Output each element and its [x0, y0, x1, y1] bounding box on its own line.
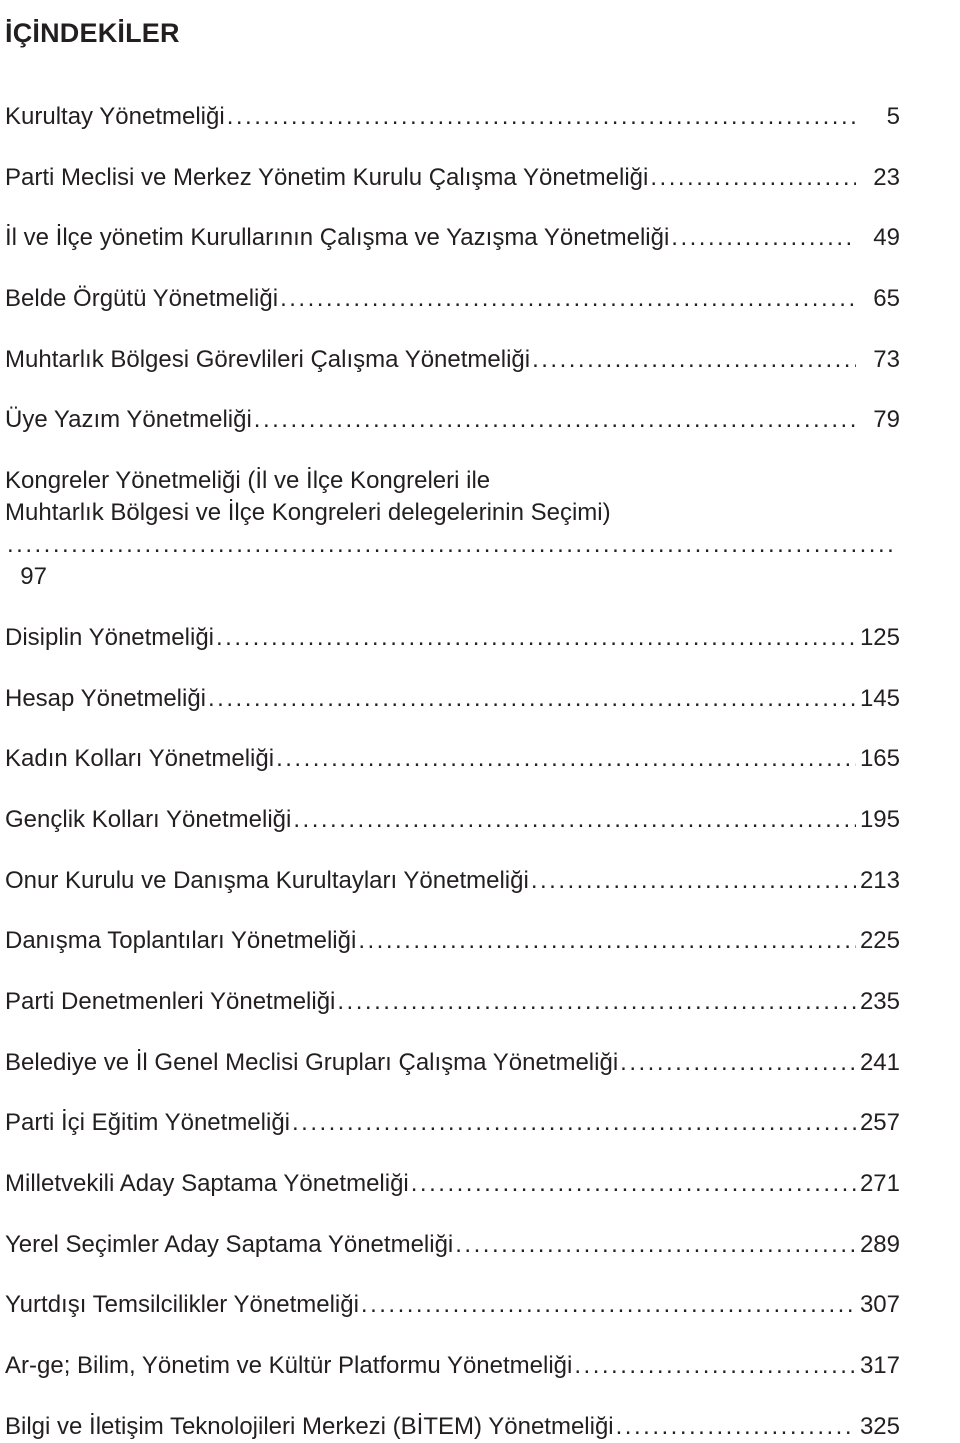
- toc-entry-page: 271: [858, 1168, 900, 1200]
- toc-leader-dots: [276, 743, 856, 775]
- toc-entry-page: 73: [858, 344, 900, 376]
- toc-leader-dots: [7, 529, 898, 561]
- toc-entry-page: 79: [858, 404, 900, 436]
- toc-entry-page: 257: [858, 1107, 900, 1139]
- toc-entry: Hesap Yönetmeliği 145: [5, 683, 900, 715]
- toc-entry-label: Bilgi ve İletişim Teknolojileri Merkezi …: [5, 1411, 614, 1443]
- toc-entry-label: Ar-ge; Bilim, Yönetim ve Kültür Platform…: [5, 1350, 572, 1382]
- toc-leader-dots: [620, 1047, 856, 1079]
- toc-entry-label: Hesap Yönetmeliği: [5, 683, 206, 715]
- toc-entry-page: 49: [858, 222, 900, 254]
- toc-entry: Parti Meclisi ve Merkez Yönetim Kurulu Ç…: [5, 162, 900, 194]
- toc-entry-page: 325: [858, 1411, 900, 1443]
- toc-entry: Danışma Toplantıları Yönetmeliği 225: [5, 925, 900, 957]
- toc-entry: Belediye ve İl Genel Meclisi Grupları Ça…: [5, 1047, 900, 1079]
- toc-entry-page: 241: [858, 1047, 900, 1079]
- toc-leader-dots: [361, 1289, 856, 1321]
- toc-entry: Kadın Kolları Yönetmeliği 165: [5, 743, 900, 775]
- toc-entry-page: 165: [858, 743, 900, 775]
- toc-entry-label: Üye Yazım Yönetmeliği: [5, 404, 252, 436]
- toc-entry-label: Milletvekili Aday Saptama Yönetmeliği: [5, 1168, 409, 1200]
- toc-entry-label: Belde Örgütü Yönetmeliği: [5, 283, 278, 315]
- toc-entry: Disiplin Yönetmeliği 125: [5, 622, 900, 654]
- toc-leader-dots: [574, 1350, 856, 1382]
- toc-entry: Üye Yazım Yönetmeliği 79: [5, 404, 900, 436]
- toc-leader-dots: [411, 1168, 856, 1200]
- toc-leader-dots: [292, 1107, 856, 1139]
- toc-entry: Muhtarlık Bölgesi Görevlileri Çalışma Yö…: [5, 344, 900, 376]
- toc-leader-dots: [216, 622, 856, 654]
- toc-entry: Parti Denetmenleri Yönetmeliği 235: [5, 986, 900, 1018]
- toc-entry-page: 213: [858, 865, 900, 897]
- toc-leader-dots: [616, 1411, 856, 1443]
- toc-entry: Parti İçi Eğitim Yönetmeliği 257: [5, 1107, 900, 1139]
- toc-entry-page: 97: [5, 561, 47, 593]
- toc-entry: İl ve İlçe yönetim Kurullarının Çalışma …: [5, 222, 900, 254]
- toc-entry-page: 125: [858, 622, 900, 654]
- toc-entry: Yerel Seçimler Aday Saptama Yönetmeliği 2…: [5, 1229, 900, 1261]
- toc-leader-dots: [208, 683, 856, 715]
- toc-entry-label: İl ve İlçe yönetim Kurullarının Çalışma …: [5, 222, 669, 254]
- toc-leader-dots: [254, 404, 856, 436]
- table-of-contents: Kurultay Yönetmeliği 5 Parti Meclisi ve Me…: [5, 101, 900, 1443]
- toc-entry-page: 195: [858, 804, 900, 836]
- page-title: İÇİNDEKİLER: [5, 18, 900, 49]
- toc-entry-label: Kongreler Yönetmeliği (İl ve İlçe Kongre…: [5, 465, 490, 497]
- toc-entry-page: 307: [858, 1289, 900, 1321]
- toc-entry-label: Gençlik Kolları Yönetmeliği: [5, 804, 291, 836]
- toc-entry-label: Muhtarlık Bölgesi Görevlileri Çalışma Yö…: [5, 344, 530, 376]
- toc-entry-label: Belediye ve İl Genel Meclisi Grupları Ça…: [5, 1047, 618, 1079]
- toc-entry-label: Parti İçi Eğitim Yönetmeliği: [5, 1107, 290, 1139]
- toc-entry: Milletvekili Aday Saptama Yönetmeliği 271: [5, 1168, 900, 1200]
- toc-leader-dots: [671, 222, 856, 254]
- toc-entry-label: Kadın Kolları Yönetmeliği: [5, 743, 274, 775]
- toc-entry-page: 235: [858, 986, 900, 1018]
- toc-entry: Ar-ge; Bilim, Yönetim ve Kültür Platform…: [5, 1350, 900, 1382]
- toc-entry: Gençlik Kolları Yönetmeliği 195: [5, 804, 900, 836]
- toc-leader-dots: [358, 925, 856, 957]
- toc-entry-page: 5: [858, 101, 900, 133]
- toc-entry-page: 23: [858, 162, 900, 194]
- toc-entry: Bilgi ve İletişim Teknolojileri Merkezi …: [5, 1411, 900, 1443]
- toc-entry-label: Yurtdışı Temsilcilikler Yönetmeliği: [5, 1289, 359, 1321]
- toc-entry-label: Parti Denetmenleri Yönetmeliği: [5, 986, 335, 1018]
- toc-leader-dots: [280, 283, 856, 315]
- toc-entry: Yurtdışı Temsilcilikler Yönetmeliği 307: [5, 1289, 900, 1321]
- toc-leader-dots: [531, 865, 856, 897]
- toc-entry-label: Disiplin Yönetmeliği: [5, 622, 214, 654]
- toc-entry: Belde Örgütü Yönetmeliği 65: [5, 283, 900, 315]
- toc-entry-label: Yerel Seçimler Aday Saptama Yönetmeliği: [5, 1229, 453, 1261]
- toc-leader-dots: [455, 1229, 856, 1261]
- toc-entry-label: Onur Kurulu ve Danışma Kurultayları Yöne…: [5, 865, 529, 897]
- toc-leader-dots: [650, 162, 856, 194]
- toc-entry-label-continuation: Muhtarlık Bölgesi ve İlçe Kongreleri del…: [5, 497, 611, 529]
- toc-entry: Kurultay Yönetmeliği 5: [5, 101, 900, 133]
- toc-entry-label: Danışma Toplantıları Yönetmeliği: [5, 925, 356, 957]
- toc-leader-dots: [532, 344, 856, 376]
- toc-entry-label: Kurultay Yönetmeliği: [5, 101, 225, 133]
- toc-entry-label: Parti Meclisi ve Merkez Yönetim Kurulu Ç…: [5, 162, 648, 194]
- toc-leader-dots: [293, 804, 856, 836]
- toc-leader-dots: [227, 101, 856, 133]
- toc-entry-page: 317: [858, 1350, 900, 1382]
- toc-entry-page: 145: [858, 683, 900, 715]
- toc-entry: Kongreler Yönetmeliği (İl ve İlçe Kongre…: [5, 465, 900, 594]
- toc-entry-page: 289: [858, 1229, 900, 1261]
- toc-entry-page: 65: [858, 283, 900, 315]
- toc-entry: Onur Kurulu ve Danışma Kurultayları Yöne…: [5, 865, 900, 897]
- toc-leader-dots: [337, 986, 856, 1018]
- toc-entry-page: 225: [858, 925, 900, 957]
